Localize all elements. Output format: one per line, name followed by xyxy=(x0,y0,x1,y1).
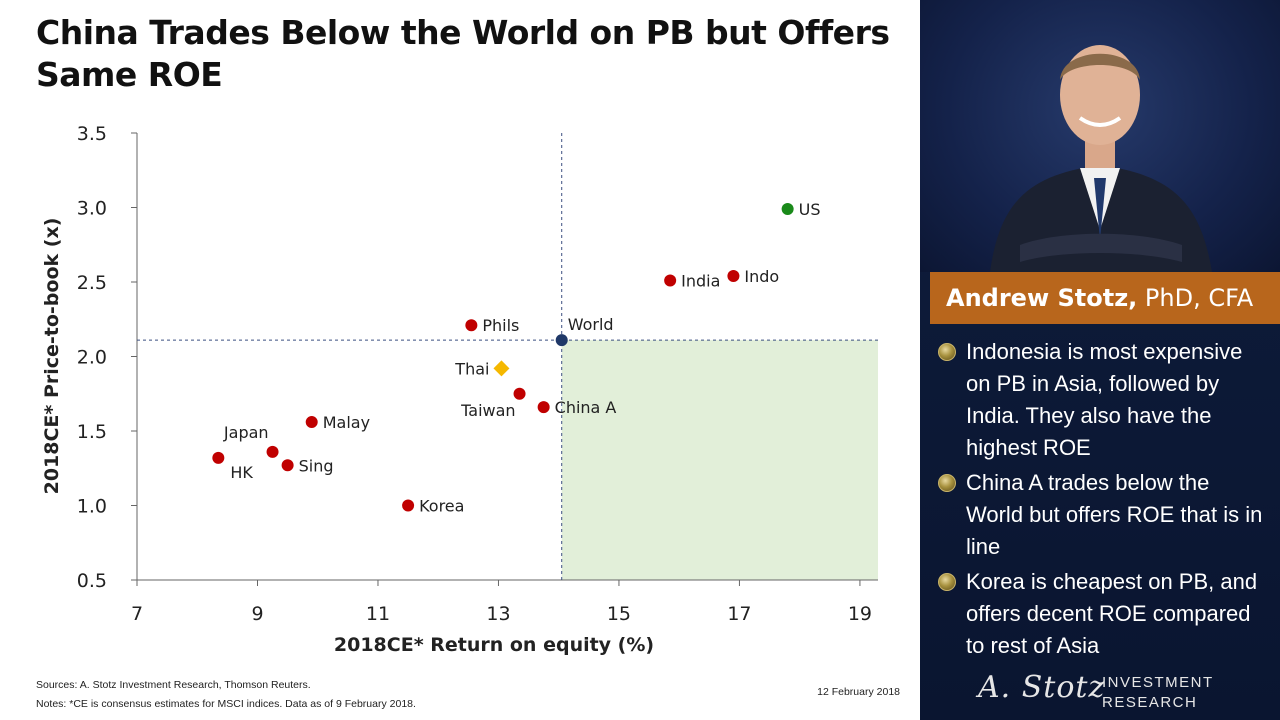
y-tick-label: 3.0 xyxy=(77,198,107,220)
point-india xyxy=(664,274,677,287)
point-label-india: India xyxy=(681,272,720,291)
highlight-region xyxy=(561,340,878,580)
x-tick-label: 7 xyxy=(131,603,143,625)
chart-axes: 7 9 11 13 15 17 19 0.5 1.0 1.5 2.0 2.5 3.0 3.5 xyxy=(77,123,878,625)
y-axis-label: 2018CE* Price-to-book (x) xyxy=(41,218,63,495)
point-thai xyxy=(493,360,510,377)
point-label-china-a: China A xyxy=(555,398,617,417)
bullet-icon xyxy=(938,474,956,492)
point-label-us: US xyxy=(799,200,821,219)
data-points: US India Indo Phils World Thai Taiwan China A Ma… xyxy=(212,200,821,516)
author-photo xyxy=(920,0,1280,272)
x-tick-label: 13 xyxy=(486,603,510,625)
point-label-world: World xyxy=(568,315,614,334)
point-world xyxy=(555,334,568,347)
point-korea xyxy=(402,499,415,512)
bullet-icon xyxy=(938,573,956,591)
logo-text-line1: INVESTMENT xyxy=(1102,674,1214,691)
point-china-a xyxy=(537,401,550,414)
point-label-indo: Indo xyxy=(744,267,779,286)
takeaway-text: Indonesia is most expensive on PB in Asi… xyxy=(966,339,1243,460)
logo-text-line2: RESEARCH xyxy=(1102,694,1198,711)
y-tick-label: 2.0 xyxy=(77,347,107,369)
x-tick-label: 19 xyxy=(848,603,872,625)
point-sing xyxy=(281,459,294,472)
point-label-malay: Malay xyxy=(323,413,370,432)
author-name-bar: Andrew Stotz, PhD, CFA xyxy=(930,272,1280,324)
x-axis-label: 2018CE* Return on equity (%) xyxy=(334,634,654,656)
x-tick-label: 11 xyxy=(366,603,390,625)
point-malay xyxy=(305,416,318,429)
point-label-japan: Japan xyxy=(223,423,269,442)
logo-signature: A. Stotz xyxy=(978,670,1106,705)
author-sidebar: Andrew Stotz, PhD, CFA Indonesia is most… xyxy=(920,0,1280,720)
company-logo: A. Stotz INVESTMENT RESEARCH xyxy=(972,668,1272,716)
point-label-hk: HK xyxy=(230,463,253,482)
takeaway-item: China A trades below the World but offer… xyxy=(936,467,1272,563)
point-label-thai: Thai xyxy=(454,359,489,378)
point-label-sing: Sing xyxy=(299,456,334,475)
point-japan xyxy=(266,445,279,458)
point-phils xyxy=(465,319,478,332)
author-credentials: PhD, CFA xyxy=(1137,284,1254,312)
takeaway-text: Korea is cheapest on PB, and offers dece… xyxy=(966,569,1258,658)
y-tick-label: 0.5 xyxy=(77,570,107,592)
x-tick-label: 15 xyxy=(607,603,631,625)
takeaway-item: Indonesia is most expensive on PB in Asi… xyxy=(936,336,1272,464)
sources-note: Sources: A. Stotz Investment Research, T… xyxy=(36,679,311,691)
point-label-taiwan: Taiwan xyxy=(460,401,515,420)
bullet-icon xyxy=(938,343,956,361)
y-tick-label: 2.5 xyxy=(77,272,107,294)
point-hk xyxy=(212,451,225,464)
point-indo xyxy=(727,270,740,283)
takeaway-text: China A trades below the World but offer… xyxy=(966,470,1263,559)
report-date: 12 February 2018 xyxy=(817,686,900,698)
y-tick-label: 3.5 xyxy=(77,123,107,145)
y-tick-label: 1.0 xyxy=(77,496,107,518)
x-tick-label: 17 xyxy=(727,603,751,625)
key-takeaways: Indonesia is most expensive on PB in Asi… xyxy=(936,336,1272,665)
page-title: China Trades Below the World on PB but O… xyxy=(36,13,890,94)
notes-text: Notes: *CE is consensus estimates for MS… xyxy=(36,698,416,710)
point-us xyxy=(781,202,794,215)
y-tick-label: 1.5 xyxy=(77,421,107,443)
takeaway-item: Korea is cheapest on PB, and offers dece… xyxy=(936,566,1272,662)
point-label-phils: Phils xyxy=(482,316,519,335)
point-taiwan xyxy=(513,387,526,400)
x-tick-label: 9 xyxy=(251,603,263,625)
scatter-chart: 7 9 11 13 15 17 19 0.5 1.0 1.5 2.0 2.5 3.0 3.5 US Indi… xyxy=(41,123,878,656)
author-name: Andrew Stotz, xyxy=(946,284,1138,312)
point-label-korea: Korea xyxy=(419,497,464,516)
